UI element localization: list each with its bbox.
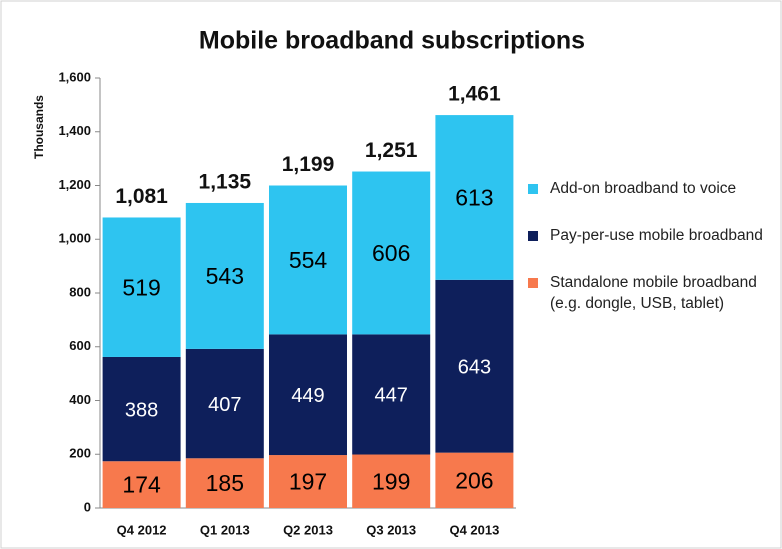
data-label: 449 <box>291 385 324 407</box>
y-axis-label: Thousands <box>32 95 46 159</box>
x-tick-label: Q2 2013 <box>283 522 333 537</box>
legend-swatch <box>528 278 538 288</box>
y-tick-label: 1,600 <box>58 69 91 84</box>
bar-segment <box>352 454 431 508</box>
legend-item: Standalone mobile broadband (e.g. dongle… <box>528 272 778 314</box>
bar-segment <box>185 348 264 459</box>
data-label: 613 <box>455 185 493 211</box>
legend-item: Pay-per-use mobile broadband <box>528 225 778 246</box>
x-tick-label: Q1 2013 <box>200 522 250 537</box>
data-label: 643 <box>458 357 491 379</box>
data-label: 543 <box>206 263 244 289</box>
data-label: 174 <box>122 472 161 498</box>
x-tick-label: Q4 2012 <box>117 522 167 537</box>
data-label: 206 <box>455 467 493 493</box>
y-tick-label: 0 <box>84 499 91 514</box>
legend-swatch <box>528 231 538 241</box>
y-tick-label: 1,400 <box>58 123 91 138</box>
bar-segment <box>352 334 431 455</box>
total-label: 1,461 <box>448 83 501 106</box>
bar-segment <box>102 217 181 357</box>
y-tick-label: 1,200 <box>58 177 91 192</box>
legend-item: Add-on broadband to voice <box>528 178 778 199</box>
bar-segment <box>352 171 431 335</box>
data-label: 447 <box>375 385 408 407</box>
bar-segment <box>269 334 347 456</box>
legend: Add-on broadband to voice Pay-per-use mob… <box>528 178 778 340</box>
bar-segment <box>185 458 264 508</box>
y-tick-label: 600 <box>69 338 91 353</box>
legend-label: Standalone mobile broadband (e.g. dongle… <box>550 274 757 312</box>
bar-segment <box>269 185 347 335</box>
data-label: 388 <box>125 399 158 421</box>
data-label: 407 <box>208 394 241 416</box>
total-label: 1,081 <box>115 185 168 208</box>
bar-segment <box>435 115 514 280</box>
data-label: 199 <box>372 468 410 494</box>
data-label: 197 <box>289 469 327 495</box>
bar-segment <box>435 279 514 453</box>
x-tick-label: Q4 2013 <box>449 522 499 537</box>
x-tick-label: Q3 2013 <box>366 522 416 537</box>
total-label: 1,199 <box>282 153 335 176</box>
y-tick-label: 400 <box>69 392 91 407</box>
bar-segment <box>185 202 264 349</box>
bar-segment <box>269 455 347 508</box>
chart-title: Mobile broadband subscriptions <box>199 27 585 55</box>
y-tick-label: 200 <box>69 446 91 461</box>
data-label: 554 <box>289 247 328 273</box>
bar-segment <box>102 356 181 462</box>
bar-segment <box>102 461 181 508</box>
total-label: 1,251 <box>365 139 418 162</box>
data-label: 519 <box>122 274 160 300</box>
total-label: 1,135 <box>199 171 252 194</box>
bar-segment <box>435 452 514 508</box>
y-tick-label: 800 <box>69 284 91 299</box>
data-label: 185 <box>206 470 244 496</box>
legend-swatch <box>528 184 538 194</box>
data-label: 606 <box>372 240 410 266</box>
legend-label: Add-on broadband to voice <box>550 180 737 197</box>
y-tick-label: 1,000 <box>58 231 91 246</box>
legend-label: Pay-per-use mobile broadband <box>550 227 763 244</box>
